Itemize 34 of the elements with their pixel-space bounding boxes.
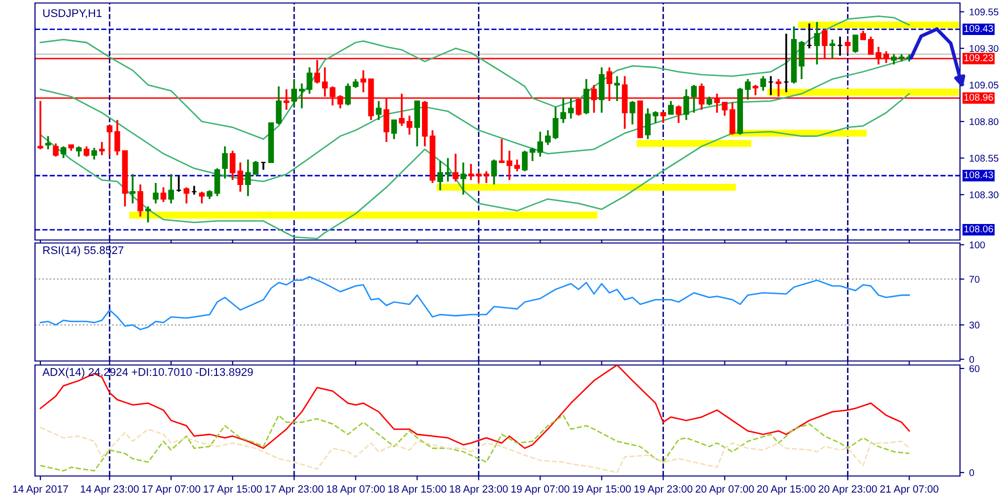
y-tick-label: 30	[969, 322, 980, 329]
y-tick-label: 109.05	[970, 82, 998, 89]
x-tick-label: 14 Apr 2017	[13, 485, 68, 495]
x-tick-label: 21 Apr 07:00	[880, 485, 938, 495]
x-tick-label: 17 Apr 15:00	[204, 485, 262, 495]
x-tick-label: 18 Apr 23:00	[450, 485, 508, 495]
ref-line-label: 108.96	[964, 94, 994, 101]
y-tick-label: 60	[970, 365, 980, 372]
x-tick-label: 19 Apr 15:00	[572, 485, 631, 495]
y-tick-label: 108.30	[970, 191, 998, 198]
y-tick-label: 108.55	[970, 154, 998, 162]
x-tick-label: 18 Apr 07:00	[326, 485, 385, 495]
ref-line-label: 109.23	[964, 54, 994, 62]
chart-title: RSI(14) 55.8527	[43, 246, 124, 256]
x-tick-label: 19 Apr 23:00	[634, 485, 692, 495]
x-tick-label: 17 Apr 23:00	[265, 485, 324, 495]
ref-line-label: 109.43	[964, 25, 994, 32]
chart-title: USDJPY,H1	[43, 9, 102, 18]
y-tick-label: 100	[970, 241, 985, 248]
y-tick-label: 108.80	[970, 118, 998, 126]
ref-line-label: 108.06	[964, 225, 994, 232]
x-tick-label: 19 Apr 07:00	[511, 485, 570, 495]
y-tick-label: 109.30	[970, 45, 998, 52]
ref-line-label: 108.43	[964, 171, 994, 178]
y-tick-label: 109.55	[970, 8, 998, 16]
y-tick-label: 0	[969, 469, 974, 476]
x-tick-label: 17 Apr 07:00	[142, 485, 200, 495]
x-tick-label: 20 Apr 15:00	[757, 485, 816, 495]
x-tick-label: 18 Apr 15:00	[388, 485, 446, 495]
y-tick-label: 70	[970, 276, 980, 283]
x-tick-label: 14 Apr 23:00	[80, 485, 139, 495]
x-tick-label: 20 Apr 23:00	[818, 485, 877, 495]
x-tick-label: 20 Apr 07:00	[696, 485, 754, 495]
y-tick-label: 0	[969, 356, 974, 363]
